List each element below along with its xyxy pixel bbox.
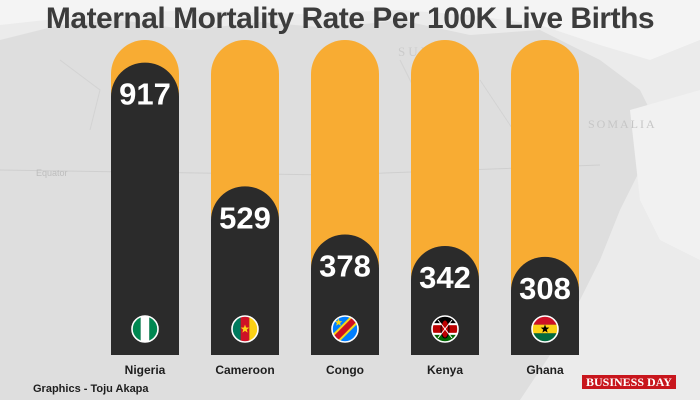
bar-value (311, 234, 379, 355)
map-label-equator: Equator (36, 168, 68, 178)
value-label: 529 (219, 200, 271, 235)
category-label: Congo (326, 363, 364, 377)
bar-group-cameroon: 529 Cameroon (211, 40, 279, 377)
flag-ring (131, 315, 159, 343)
businessday-logo: BUSINESS DAY (582, 375, 676, 389)
nigeria-flag-icon (132, 316, 158, 342)
ghana-flag-icon (532, 316, 558, 342)
flag-ring (231, 315, 259, 343)
chart-title: Maternal Mortality Rate Per 100K Live Bi… (45, 2, 655, 35)
value-label: 342 (419, 260, 471, 295)
flag-ring (331, 315, 359, 343)
cameroon-flag-icon (232, 316, 258, 342)
bar-group-nigeria: 917 Nigeria (111, 40, 179, 377)
bar-value (211, 186, 279, 355)
flag-ring (531, 315, 559, 343)
value-label: 378 (319, 248, 371, 283)
bar-group-congo: 378 Congo (311, 40, 379, 377)
bar-value (111, 62, 179, 355)
graphics-credit: Graphics - Toju Akapa (33, 383, 149, 395)
value-label: 917 (119, 77, 171, 112)
category-label: Cameroon (215, 363, 274, 377)
kenya-flag-icon (432, 316, 458, 342)
bar-value (411, 245, 479, 355)
category-label: Kenya (427, 363, 463, 377)
bar-group-kenya: 342 Kenya (411, 40, 479, 377)
flag-ring (431, 315, 459, 343)
category-label: Nigeria (125, 363, 166, 377)
map-label-somalia: SOMALIA (588, 117, 657, 131)
category-label: Ghana (526, 363, 564, 377)
bar-value (511, 256, 579, 355)
value-label: 308 (519, 271, 571, 306)
bar-group-ghana: 308 Ghana (511, 40, 579, 377)
